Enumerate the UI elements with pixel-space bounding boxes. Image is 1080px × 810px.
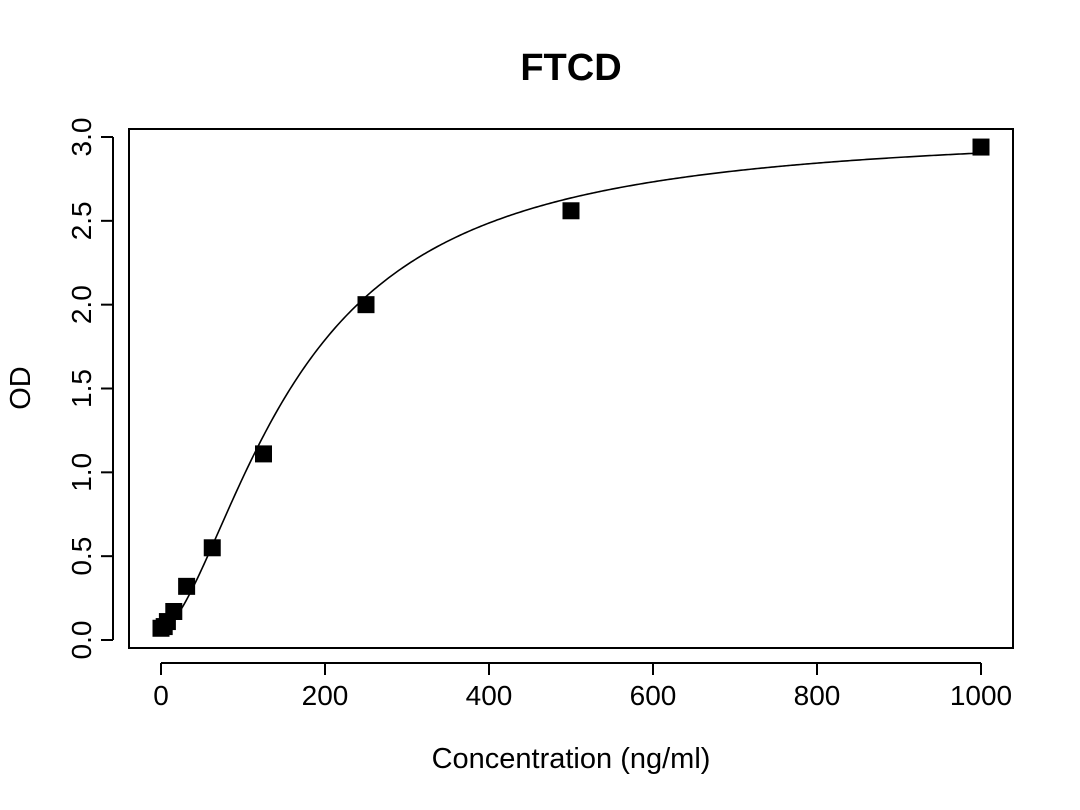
data-point	[255, 445, 272, 463]
y-tick-label: 3.0	[66, 118, 97, 157]
y-tick-label: 1.0	[66, 453, 97, 492]
fit-curve-layer	[160, 152, 982, 631]
x-tick-label: 200	[302, 680, 349, 711]
x-tick-label: 800	[794, 680, 841, 711]
y-tick-label: 1.5	[66, 369, 97, 408]
y-tick-label: 0.0	[66, 621, 97, 660]
x-tick-label: 1000	[950, 680, 1012, 711]
y-tick-label: 0.5	[66, 537, 97, 576]
data-point	[357, 296, 375, 314]
data-point	[972, 138, 990, 156]
y-tick-label: 2.5	[66, 201, 97, 240]
data-points	[152, 138, 990, 637]
x-axis-label: Concentration (ng/ml)	[432, 743, 711, 775]
x-tick-label: 0	[153, 680, 169, 711]
x-tick-label: 600	[630, 680, 677, 711]
x-tick-label: 400	[466, 680, 513, 711]
data-point	[203, 539, 221, 557]
data-point	[562, 202, 580, 220]
data-point	[178, 577, 196, 595]
y-axis-label: OD	[5, 366, 37, 410]
x-axis: 0 200 400 600 800 1000	[153, 662, 1012, 711]
y-tick-label: 2.0	[66, 285, 97, 324]
plot-area	[128, 128, 1014, 649]
fit-curve	[160, 152, 982, 631]
y-axis: 0.0 0.5 1.0 1.5 2.0 2.5 3.0	[66, 118, 114, 660]
data-point	[165, 602, 183, 620]
chart-title: FTCD	[520, 47, 621, 89]
